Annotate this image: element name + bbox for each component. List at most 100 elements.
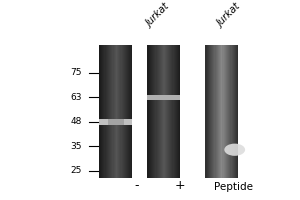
Bar <box>206 45 208 178</box>
Bar <box>235 45 236 178</box>
Bar <box>213 45 214 178</box>
Bar <box>169 45 170 178</box>
Bar <box>208 45 209 178</box>
Text: +: + <box>174 179 185 192</box>
Bar <box>161 45 162 178</box>
Bar <box>233 45 234 178</box>
Bar <box>209 45 210 178</box>
Bar <box>237 45 238 178</box>
Bar <box>178 45 179 178</box>
Bar <box>164 45 166 178</box>
Circle shape <box>224 144 245 156</box>
Bar <box>217 45 218 178</box>
Bar <box>171 45 172 178</box>
Bar <box>227 45 228 178</box>
Bar <box>127 45 128 178</box>
Text: Jurkat: Jurkat <box>144 2 171 29</box>
Text: Peptide: Peptide <box>214 182 253 192</box>
Text: 25: 25 <box>70 166 82 175</box>
Bar <box>221 45 223 178</box>
Bar <box>152 45 153 178</box>
Bar <box>180 45 205 178</box>
Bar <box>101 45 102 178</box>
Bar <box>107 45 108 178</box>
Bar <box>132 45 133 178</box>
Bar <box>153 45 154 178</box>
Text: 35: 35 <box>70 142 82 151</box>
Bar <box>148 45 150 178</box>
Bar <box>108 119 124 125</box>
Bar <box>128 45 130 178</box>
Bar <box>223 45 224 178</box>
Bar <box>157 45 158 178</box>
Bar <box>175 45 176 178</box>
Bar <box>111 45 112 178</box>
Bar <box>150 45 151 178</box>
Bar <box>214 45 216 178</box>
Bar <box>160 45 161 178</box>
Bar <box>99 45 100 178</box>
Bar <box>225 45 226 178</box>
Bar <box>122 45 123 178</box>
Bar <box>146 45 147 178</box>
Bar <box>155 45 157 178</box>
Bar <box>132 45 147 178</box>
Bar <box>118 45 119 178</box>
Bar <box>210 45 211 178</box>
Bar <box>113 45 115 178</box>
Bar <box>218 45 219 178</box>
Bar <box>229 45 230 178</box>
Bar <box>112 45 113 178</box>
Bar <box>162 45 164 178</box>
Bar <box>125 45 126 178</box>
Bar <box>120 45 122 178</box>
Bar <box>102 45 103 178</box>
Bar <box>211 45 212 178</box>
Bar <box>219 45 220 178</box>
Text: 48: 48 <box>70 117 82 126</box>
Bar <box>109 45 110 178</box>
Bar <box>159 45 160 178</box>
Bar <box>154 45 155 178</box>
Bar <box>226 45 227 178</box>
Bar <box>174 45 175 178</box>
Bar <box>123 45 124 178</box>
Bar <box>147 95 180 100</box>
Bar <box>130 45 132 178</box>
Bar <box>110 45 111 178</box>
Bar <box>151 45 152 178</box>
Bar <box>115 45 116 178</box>
Bar <box>224 45 225 178</box>
Bar <box>147 45 148 178</box>
Text: Jurkat: Jurkat <box>215 2 243 29</box>
Text: 63: 63 <box>70 93 82 102</box>
Text: -: - <box>134 179 139 192</box>
Bar <box>168 45 169 178</box>
Bar <box>126 45 127 178</box>
Bar <box>216 45 217 178</box>
Bar <box>100 119 132 125</box>
Bar <box>170 45 171 178</box>
Bar <box>103 45 104 178</box>
Bar <box>176 45 177 178</box>
Bar <box>166 45 167 178</box>
Bar <box>167 45 168 178</box>
Bar <box>100 45 101 178</box>
Bar <box>212 45 213 178</box>
Bar <box>236 45 237 178</box>
Bar <box>228 45 229 178</box>
Text: 75: 75 <box>70 68 82 77</box>
Bar <box>116 45 117 178</box>
Bar <box>177 45 178 178</box>
Bar <box>232 45 233 178</box>
Bar <box>124 45 125 178</box>
Bar <box>106 45 107 178</box>
Bar <box>172 45 174 178</box>
Bar <box>220 45 221 178</box>
Bar <box>119 45 120 178</box>
Bar <box>179 45 181 178</box>
Bar <box>230 45 232 178</box>
Bar <box>204 45 206 178</box>
Bar <box>158 45 159 178</box>
Bar <box>108 45 109 178</box>
